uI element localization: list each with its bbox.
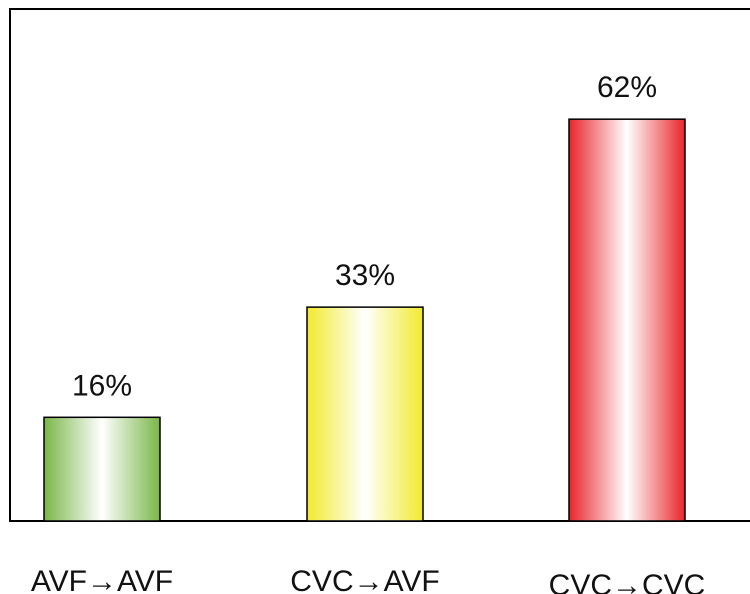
bar-1 [43, 416, 161, 522]
bars-layer [43, 118, 686, 522]
category-labels-layer: AVF→AVF CVC→AVF CVC→CVC [31, 565, 705, 594]
data-label-2: 33% [335, 259, 395, 292]
bar-2 [306, 306, 424, 522]
data-label-3: 62% [597, 71, 657, 104]
bar-3 [568, 118, 686, 522]
data-label-1: 16% [72, 369, 132, 402]
category-label-1: AVF→AVF [31, 565, 173, 594]
value-labels-layer: 16% 33% 62% [72, 71, 657, 402]
category-label-2: CVC→AVF [290, 565, 439, 594]
category-label-3: CVC→CVC [549, 569, 706, 594]
